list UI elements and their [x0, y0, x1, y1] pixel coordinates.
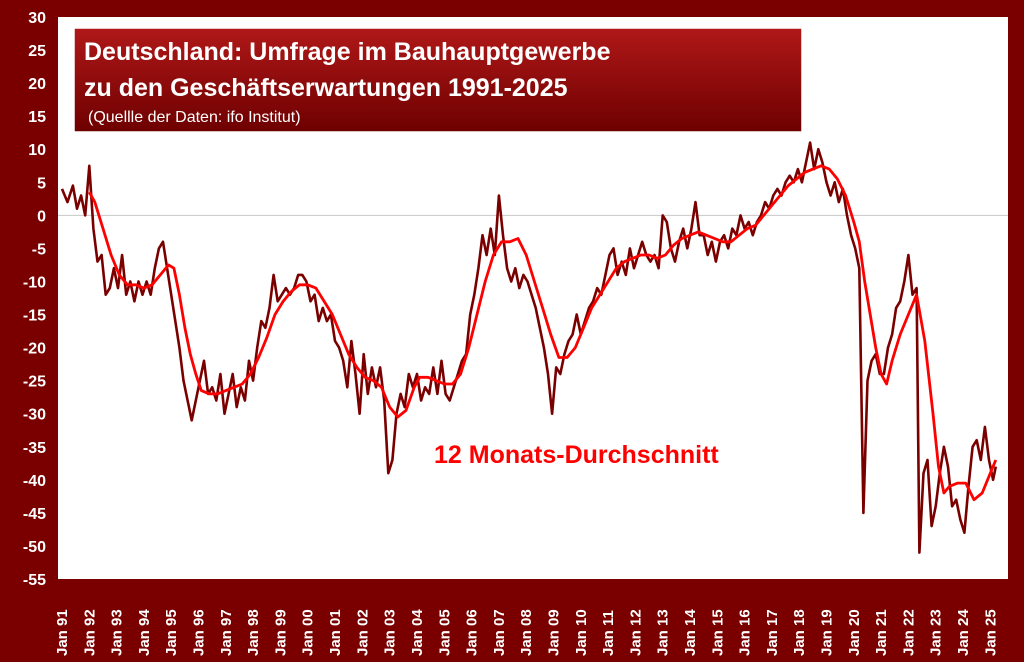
x-tick-label: Jan 03	[382, 609, 399, 656]
x-tick-label: Jan 94	[136, 609, 153, 656]
y-tick-label: -55	[23, 572, 46, 589]
x-tick-label: Jan 92	[81, 609, 98, 656]
x-tick-label: Jan 16	[737, 609, 754, 656]
x-tick-label: Jan 93	[109, 609, 126, 656]
y-tick-label: 15	[28, 109, 46, 126]
x-tick-label: Jan 04	[409, 609, 426, 656]
x-tick-label: Jan 08	[518, 609, 535, 656]
x-tick-label: Jan 10	[573, 609, 590, 656]
x-tick-label: Jan 22	[900, 609, 917, 656]
x-tick-label: Jan 17	[764, 609, 781, 656]
title-box-background	[73, 27, 803, 133]
x-tick-label: Jan 20	[846, 609, 863, 656]
y-tick-label: -10	[23, 274, 46, 291]
x-tick-label: Jan 11	[600, 610, 617, 656]
x-tick-label: Jan 95	[163, 609, 180, 656]
y-tick-label: 0	[37, 208, 46, 225]
y-axis: 30 25 20 15 10 5 0 -5 -10 -15 -20 -25 -30 -35 -40 -45 -5…	[23, 10, 46, 589]
x-tick-label: Jan 97	[218, 609, 235, 656]
x-tick-label: Jan 25	[982, 609, 999, 656]
y-tick-label: -35	[23, 440, 46, 457]
x-tick-label: Jan 24	[955, 609, 972, 656]
x-tick-label: Jan 12	[627, 609, 644, 656]
x-tick-label: Jan 07	[491, 609, 508, 656]
title-box: Deutschland: Umfrage im Bauhauptgewerbe …	[73, 27, 803, 133]
x-tick-label: Jan 19	[819, 609, 836, 656]
y-tick-label: -45	[23, 506, 46, 523]
x-tick-label: Jan 01	[327, 609, 344, 656]
x-tick-label: Jan 18	[791, 609, 808, 656]
x-tick-label: Jan 00	[300, 609, 317, 656]
y-tick-label: 25	[28, 43, 46, 60]
x-tick-label: Jan 98	[245, 609, 262, 656]
y-tick-label: 10	[28, 142, 46, 159]
x-tick-label: Jan 14	[682, 609, 699, 656]
x-tick-label: Jan 96	[191, 609, 208, 656]
chart-title-line-1: Deutschland: Umfrage im Bauhauptgewerbe	[84, 38, 611, 66]
average-annotation: 12 Monats-Durchschnitt	[434, 441, 719, 469]
x-tick-label: Jan 99	[272, 609, 289, 656]
y-tick-label: -40	[23, 473, 46, 490]
y-tick-label: 20	[28, 76, 46, 93]
x-axis: Jan 91 Jan 92 Jan 93 Jan 94 Jan 95 Jan 96 Jan …	[54, 609, 999, 656]
chart-title-line-2: zu den Geschäftserwartungen 1991-2025	[84, 74, 568, 102]
series-layer	[60, 141, 998, 554]
y-tick-label: -50	[23, 539, 46, 556]
x-tick-label: Jan 23	[928, 609, 945, 656]
x-tick-label: Jan 21	[873, 609, 890, 656]
y-tick-label: -30	[23, 407, 46, 424]
x-tick-label: Jan 05	[436, 609, 453, 656]
y-tick-label: 5	[37, 175, 46, 192]
x-tick-label: Jan 02	[354, 609, 371, 656]
y-tick-label: 30	[28, 10, 46, 27]
y-tick-label: -25	[23, 374, 46, 391]
y-tick-label: -5	[32, 241, 46, 258]
x-tick-label: Jan 91	[54, 609, 71, 656]
y-tick-label: -15	[23, 308, 46, 325]
x-tick-label: Jan 13	[655, 609, 672, 656]
chart-subtitle: (Quellle der Daten: ifo Institut)	[88, 109, 301, 126]
series-line-2	[88, 164, 998, 502]
x-tick-label: Jan 09	[546, 609, 563, 656]
x-tick-label: Jan 15	[709, 609, 726, 656]
x-tick-label: Jan 06	[464, 609, 481, 656]
y-tick-label: -20	[23, 341, 46, 358]
